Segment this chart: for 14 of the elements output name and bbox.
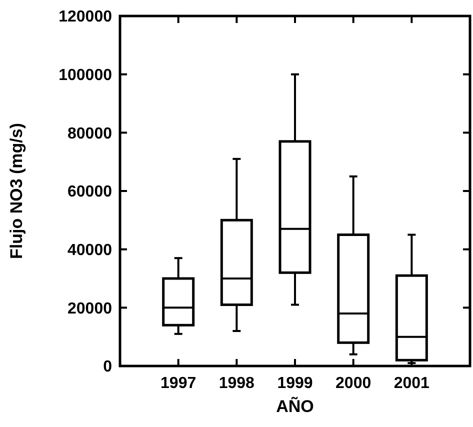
x-tick-label: 1998 — [218, 375, 255, 392]
x-tick-label: 1997 — [160, 375, 196, 392]
x-tick-label: 1999 — [277, 375, 313, 392]
y-tick-label: 100000 — [58, 66, 112, 84]
y-tick-label: 0 — [103, 358, 112, 376]
y-tick-label: 40000 — [68, 242, 112, 259]
x-tick-label: 2000 — [336, 375, 372, 392]
y-axis-title: Flujo NO3 (mg/s) — [7, 123, 26, 259]
y-tick-label: 20000 — [68, 300, 112, 318]
y-tick-label: 80000 — [68, 125, 112, 142]
y-tick-label: 120000 — [58, 8, 112, 26]
y-tick-label: 60000 — [68, 184, 112, 201]
x-tick-label: 2001 — [394, 375, 430, 392]
x-axis-title: AÑO — [276, 396, 314, 416]
